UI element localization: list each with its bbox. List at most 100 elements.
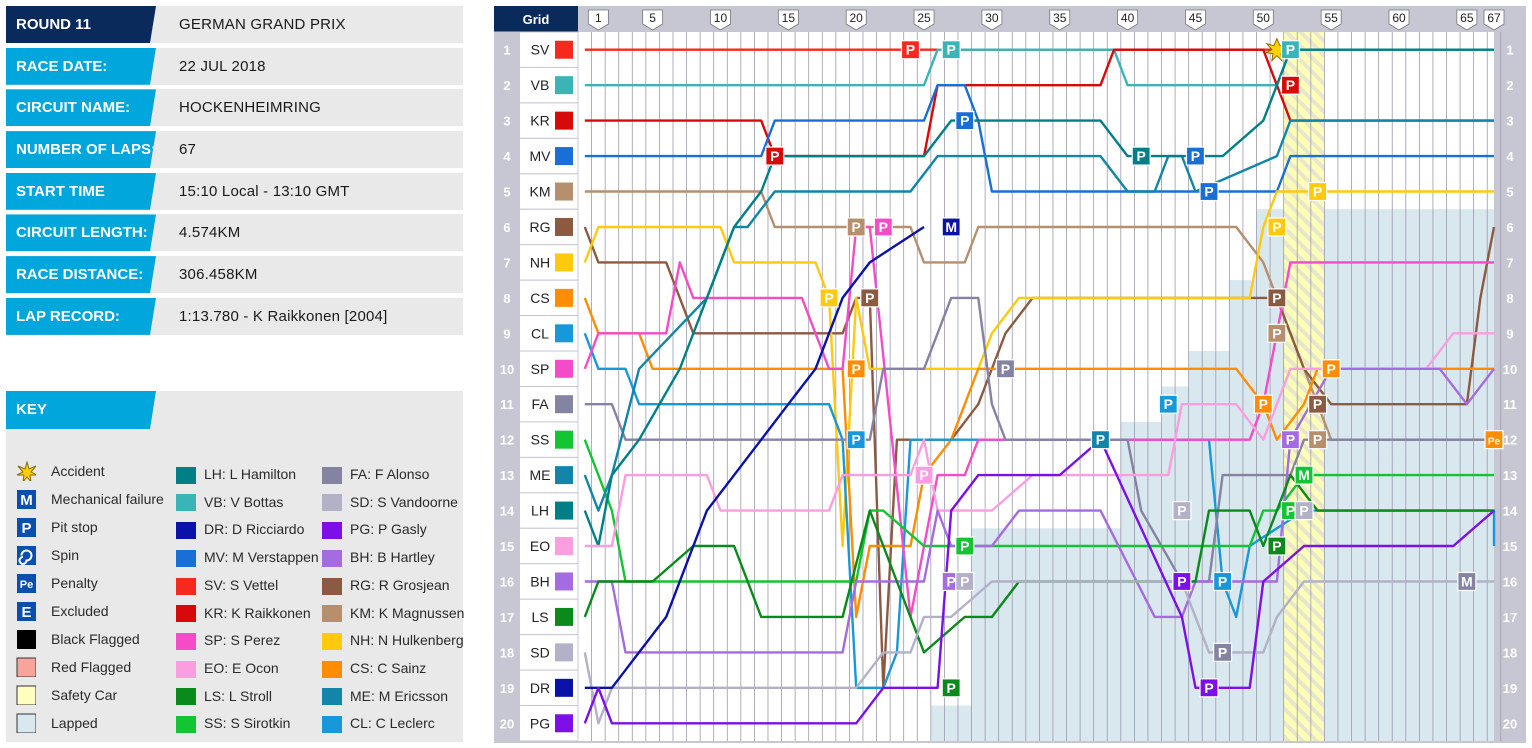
x-tick-label: 20 xyxy=(850,11,864,25)
key-driver-ss: SS: S Sirotkin xyxy=(176,713,290,734)
pit-stop-marker: P xyxy=(1294,500,1314,521)
grid-driver-swatch xyxy=(555,359,573,378)
race-chart-svg: Grid 1 5 10 15 20 25 30 35 40 45 50 55 60 65 671 SV 12 VB 2… xyxy=(494,6,1526,743)
key-item-label: Spin xyxy=(51,547,80,563)
pit-stop-icon: P xyxy=(17,518,36,537)
key-driver-nh: NH: N Hulkenberg xyxy=(322,630,464,650)
lapped-icon xyxy=(16,713,36,733)
driver-label: DR: D Ricciardo xyxy=(204,521,305,538)
driver-color-swatch xyxy=(176,660,196,678)
grid-driver-code: CL xyxy=(531,325,549,341)
x-tick-label: 15 xyxy=(782,11,796,25)
grid-pos-bg xyxy=(494,670,520,706)
key-item-label: Excluded xyxy=(51,603,109,619)
spin-icon xyxy=(17,546,36,565)
mechanical-failure-marker: M xyxy=(941,217,961,237)
svg-text:Pe: Pe xyxy=(1488,437,1501,448)
grid-driver-code: SS xyxy=(531,432,550,448)
driver-label: MV: M Verstappen xyxy=(204,549,319,566)
final-position-number: 19 xyxy=(1503,681,1517,696)
svg-text:P: P xyxy=(1286,77,1295,93)
x-tick-label: 45 xyxy=(1189,11,1203,25)
info-row: ROUND 11 GERMAN GRAND PRIX xyxy=(6,6,463,43)
lapped-region xyxy=(1446,492,1494,741)
grid-driver-swatch xyxy=(555,607,573,626)
driver-color-swatch xyxy=(322,466,342,484)
key-driver-kr: KR: K Raikkonen xyxy=(176,603,311,623)
grid-driver-code: SD xyxy=(530,644,549,660)
svg-text:P: P xyxy=(1313,432,1322,448)
pit-stop-marker: P xyxy=(1131,146,1151,166)
black-flag-icon xyxy=(17,630,36,649)
grid-pos-bg xyxy=(494,280,520,316)
key-item-label: Accident xyxy=(51,463,105,479)
pit-stop-marker: P xyxy=(941,678,961,698)
final-position-number: 6 xyxy=(1506,220,1513,235)
key-driver-fa: FA: F Alonso xyxy=(322,464,429,484)
grid-driver-code: RG xyxy=(530,219,551,235)
key-item-label: Red Flagged xyxy=(51,659,132,675)
final-position-number: 14 xyxy=(1503,504,1518,519)
svg-text:P: P xyxy=(960,573,969,589)
grid-position-number: 5 xyxy=(503,185,510,200)
grid-position-number: 17 xyxy=(500,610,514,625)
grid-position-number: 13 xyxy=(500,468,514,483)
pit-stop-marker: P xyxy=(1172,571,1192,592)
grid-driver-code: KR xyxy=(530,113,549,129)
grid-driver-swatch xyxy=(555,288,573,307)
key-driver-sd: SD: S Vandoorne xyxy=(322,492,458,512)
driver-label: BH: B Hartley xyxy=(350,549,435,566)
x-tick: 5 xyxy=(642,9,664,31)
final-position-number: 16 xyxy=(1503,574,1517,589)
pit-stop-marker: P xyxy=(1267,217,1287,237)
svg-text:M: M xyxy=(20,492,33,509)
svg-text:P: P xyxy=(21,520,31,537)
grid-pos-bg xyxy=(494,67,520,103)
svg-text:P: P xyxy=(960,538,969,554)
driver-color-swatch xyxy=(176,494,196,512)
grid-driver-swatch xyxy=(555,147,573,166)
mechanical-failure-marker: M xyxy=(1294,465,1314,485)
svg-text:M: M xyxy=(945,219,957,235)
grid-position-number: 9 xyxy=(503,326,510,341)
driver-label: EO: E Ocon xyxy=(204,659,279,676)
svg-text:P: P xyxy=(1313,396,1322,412)
x-tick-label: 35 xyxy=(1053,11,1067,25)
pit-stop-marker: P xyxy=(914,465,934,485)
driver-label: CS: C Sainz xyxy=(350,659,427,676)
svg-text:Pe: Pe xyxy=(20,579,33,591)
grid-pos-bg xyxy=(494,599,520,635)
key-driver-rg: RG: R Grosjean xyxy=(322,575,450,595)
final-position-number: 7 xyxy=(1506,255,1513,270)
grid-driver-swatch xyxy=(555,111,573,130)
grid-driver-code: PG xyxy=(530,715,550,731)
pit-stop-marker: P xyxy=(1280,430,1301,450)
grid-position-number: 6 xyxy=(503,220,510,235)
driver-label: SV: S Vettel xyxy=(204,576,279,593)
svg-text:P: P xyxy=(1286,503,1295,519)
svg-text:P: P xyxy=(852,432,861,448)
svg-text:P: P xyxy=(879,219,888,235)
info-value: 1:13.780 - K Raikkonen [2004] xyxy=(179,307,388,325)
driver-color-swatch xyxy=(176,688,196,706)
info-value: GERMAN GRAND PRIX xyxy=(179,16,346,33)
pit-stop-marker: P xyxy=(1199,181,1219,202)
x-tick: 25 xyxy=(913,9,935,31)
info-label: CIRCUIT NAME: xyxy=(6,89,156,126)
driver-color-swatch xyxy=(322,549,342,567)
grid-pos-bg xyxy=(494,705,520,741)
pit-stop-marker: P xyxy=(765,146,785,166)
series-line-kr xyxy=(584,48,1494,158)
info-label: RACE DATE: xyxy=(6,48,156,85)
driver-label: PG: P Gasly xyxy=(350,521,427,538)
pit-stop-marker: P xyxy=(1212,642,1233,662)
svg-text:P: P xyxy=(1164,396,1173,412)
driver-color-swatch xyxy=(322,494,342,512)
svg-text:P: P xyxy=(919,467,928,483)
grid-driver-code: CS xyxy=(530,290,549,306)
grid-pos-bg xyxy=(494,528,520,564)
info-label: NUMBER OF LAPS: xyxy=(6,131,156,168)
grid-position-number: 4 xyxy=(503,149,511,164)
mechanical-failure-marker: M xyxy=(1457,571,1477,592)
grid-driver-swatch xyxy=(555,572,573,591)
